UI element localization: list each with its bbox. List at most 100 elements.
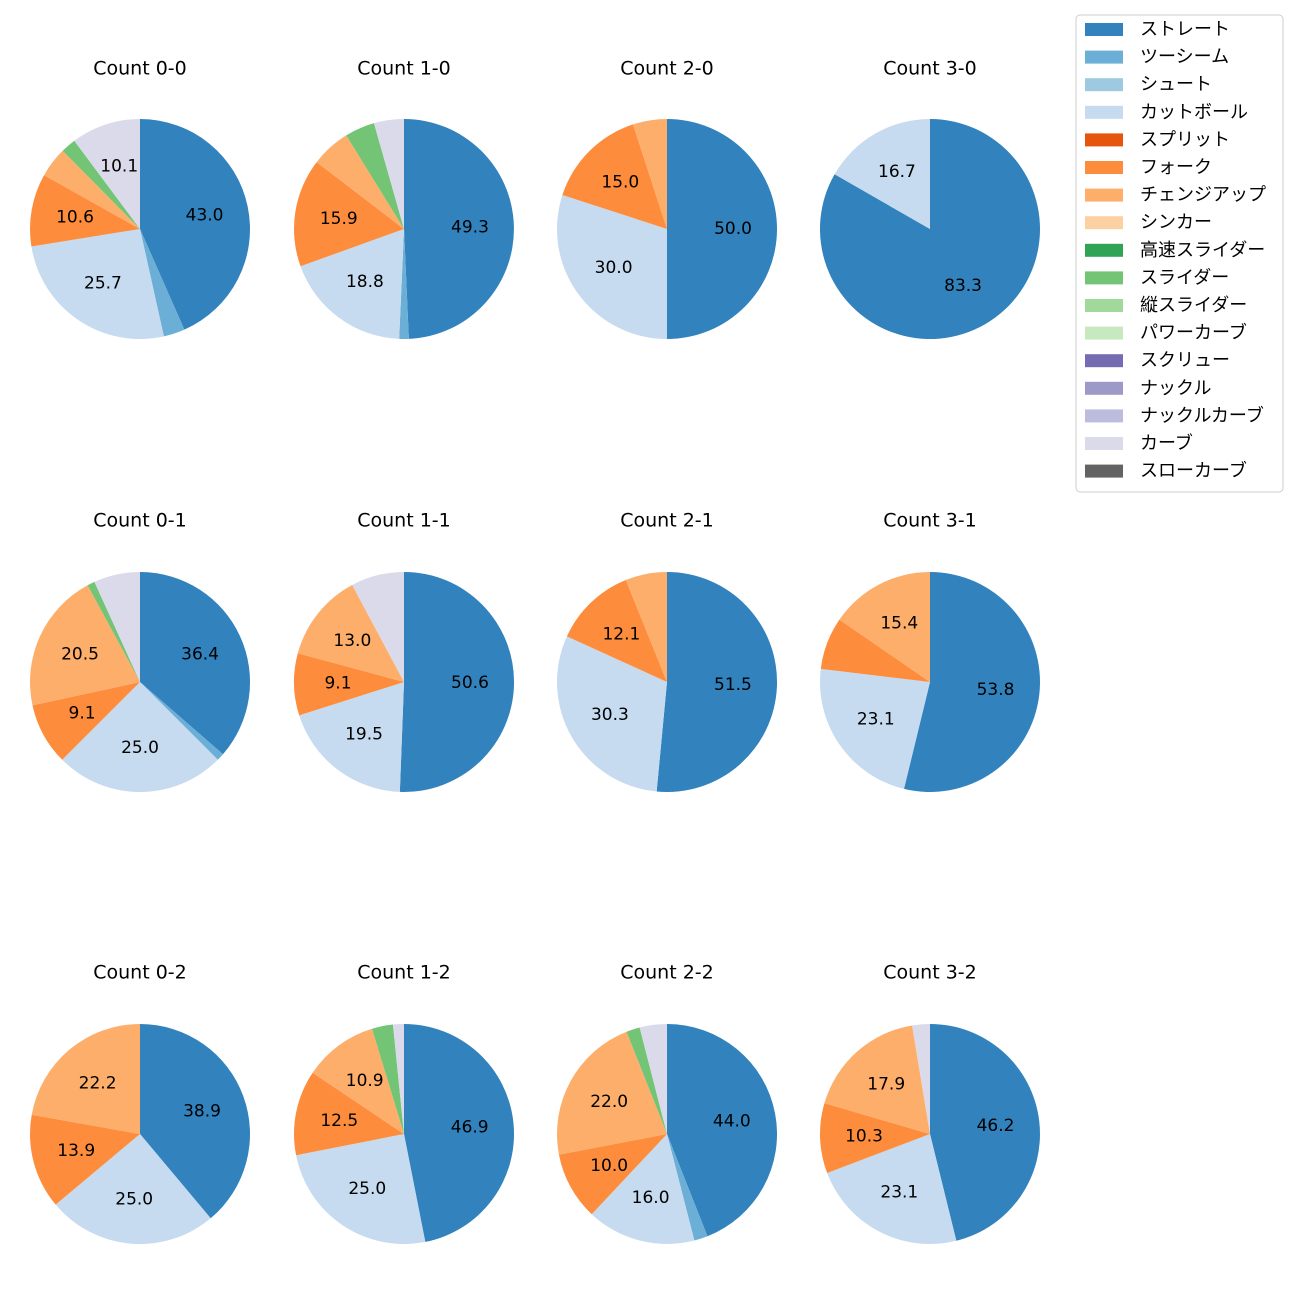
legend-swatch [1085,464,1123,478]
slice-label: 10.3 [845,1127,883,1147]
legend-swatch [1085,326,1123,340]
pie-slice [591,1134,695,1244]
pie-slice [819,668,930,789]
slice-label: 22.0 [590,1092,628,1112]
pie-slice [667,119,777,339]
legend-swatch [1085,271,1123,285]
pie-title: Count 2-1 [620,510,714,532]
slice-label: 46.9 [451,1118,489,1138]
legend-swatch [1085,381,1123,395]
pie-slice [74,119,140,229]
slice-label: 12.5 [320,1111,358,1131]
pie-2: Count 1-0 49.3 18.8 15.9 [293,58,514,339]
pie-title: Count 2-0 [620,58,714,80]
slice-label: 25.7 [84,274,122,294]
pie-slice [296,1134,426,1244]
pie-slice [834,119,930,229]
pie-slice [557,636,667,792]
legend-item: パワーカーブ [1085,322,1247,344]
pie-6: Count 1-1 50.6 19.5 9.1 13.0 [294,510,515,792]
legend-swatch [1085,105,1123,119]
slice-label: 10.6 [56,207,94,227]
legend-label: 高速スライダー [1140,240,1265,261]
legend-swatch [1085,437,1123,450]
slice-label: 16.7 [878,162,916,182]
legend-item: ナックルカーブ [1085,404,1264,426]
legend-label: シュート [1140,74,1212,95]
pie-title: Count 1-0 [357,58,451,80]
pie-slice [140,682,223,760]
pie-9: Count 0-2 38.9 25.0 13.9 22.2 [30,962,250,1244]
slice-label: 50.6 [451,673,489,693]
legend-label: スライダー [1140,267,1229,288]
slice-label: 38.9 [183,1101,221,1121]
pie-title: Count 0-1 [93,510,187,532]
slice-label: 30.3 [591,705,629,725]
pie-slice [316,135,404,229]
slice-label: 9.1 [324,673,351,693]
legend-swatch [1085,78,1123,92]
pie-slice [839,572,930,682]
slice-label: 43.0 [186,205,224,225]
pie-slice [912,1024,930,1134]
slice-label: 49.3 [451,218,489,238]
pie-slice [557,1031,667,1155]
pie-slice [87,581,140,682]
legend-item: ナックル [1085,378,1211,399]
pie-slice [824,1025,930,1134]
slice-label: 15.9 [320,209,358,229]
slice-label: 12.1 [602,624,640,644]
legend: ストレートツーシームシュートカットボールスプリットフォークチェンジアップシンカー… [1075,14,1284,493]
pie-slice [32,682,140,760]
legend-label: パワーカーブ [1140,322,1247,344]
slice-label: 10.9 [346,1071,384,1091]
legend-item: カットボール [1085,102,1248,123]
legend-label: 縦スライダー [1140,295,1247,316]
pie-slice [140,1024,250,1219]
legend-item: スクリュー [1085,350,1230,371]
pie-5: Count 0-1 36.4 25.0 9.1 20.5 [30,510,250,792]
pie-slice [312,1028,404,1134]
pie-title: Count 3-0 [883,58,977,80]
pie-slice [55,1134,211,1244]
slice-label: 25.0 [115,1190,153,1210]
slice-label: 15.4 [880,614,918,634]
pie-slice [930,1024,1040,1241]
legend-item: ストレート [1085,19,1230,40]
pie-11: Count 2-2 44.0 16.010.0 22.0 [557,962,778,1244]
legend-label: ナックルカーブ [1140,404,1264,426]
pie-slice [293,162,404,267]
pie-slice [294,653,404,716]
slice-label: 10.0 [590,1156,628,1176]
slice-label: 50.0 [714,219,752,239]
legend-label: チェンジアップ [1140,185,1266,206]
legend-item: 縦スライダー [1085,295,1247,316]
pie-3: Count 2-0 50.0 30.0 15.0 [556,58,777,339]
legend-label: ナックル [1140,378,1211,399]
pie-slice [44,150,140,229]
pie-slice [404,119,514,339]
pies-group: Count 0-0 43.0 25.7 10.6 10.1 Count 1-0 49.3 18… [30,58,1041,1244]
pie-slice [140,229,185,337]
legend-swatch [1085,409,1123,423]
slice-label: 23.1 [857,710,895,730]
slice-label: 13.9 [57,1141,95,1161]
pie-slice [62,682,218,792]
legend-label: スプリット [1140,129,1230,150]
pie-title: Count 1-1 [357,510,451,532]
pie-title: Count 0-2 [93,962,187,984]
legend-label: スローカーブ [1140,460,1247,482]
legend-item: シュート [1085,74,1212,95]
pie-title: Count 1-2 [357,962,451,984]
legend-swatch [1085,50,1123,64]
legend-label: フォーク [1140,157,1212,178]
pie-slice [392,1024,404,1134]
legend-label: カットボール [1140,102,1248,123]
pie-slice [31,1024,141,1134]
slice-label: 36.4 [181,645,219,665]
pie-slice [404,1024,515,1242]
pie-4: Count 3-0 83.3 16.7 [819,58,1040,340]
pie-slice [30,585,140,706]
pie-slice [667,1024,778,1237]
legend-swatch [1085,133,1123,147]
